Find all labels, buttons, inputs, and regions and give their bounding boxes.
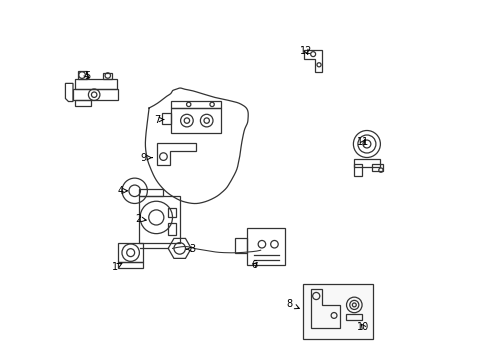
Text: 5: 5 <box>83 71 90 81</box>
Text: 11: 11 <box>356 137 368 147</box>
Text: 10: 10 <box>356 322 368 332</box>
Bar <box>168 208 175 217</box>
Text: 6: 6 <box>251 260 257 270</box>
Bar <box>303 284 372 339</box>
Text: 12: 12 <box>300 46 312 56</box>
Text: 8: 8 <box>286 299 299 309</box>
Text: 2: 2 <box>135 214 146 224</box>
Bar <box>168 223 175 235</box>
Text: 1: 1 <box>112 262 122 272</box>
Text: 9: 9 <box>141 153 152 163</box>
Text: 4: 4 <box>117 186 127 196</box>
Text: 7: 7 <box>154 114 163 125</box>
Text: 3: 3 <box>186 244 195 254</box>
